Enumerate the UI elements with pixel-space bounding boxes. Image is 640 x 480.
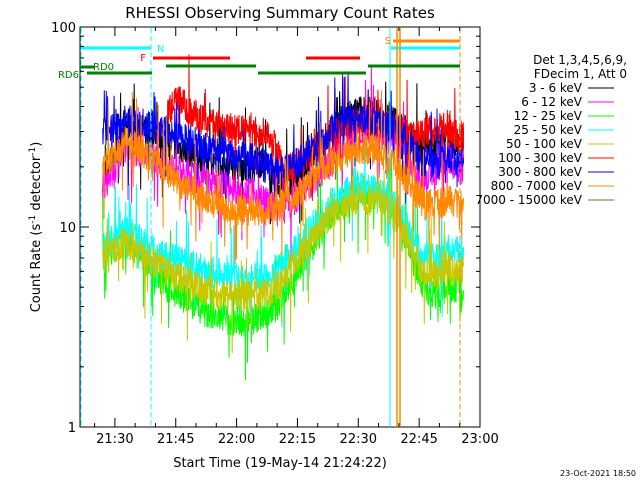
legend-label: 800 - 7000 keV [491,179,583,193]
plot-frame [79,26,481,428]
legend-label: 7000 - 15000 keV [475,193,582,207]
x-tick-label: 22:45 [400,432,437,447]
series-line-7 [102,90,465,264]
legend-label: 6 - 12 keV [521,95,583,109]
timestamp: 23-Oct-2021 18:50 [560,469,636,478]
series-line-4 [102,146,465,354]
s-label: S [385,36,391,47]
legend-label: 50 - 100 keV [506,137,583,151]
legend-header-line-2: FDecim 1, Att 0 [534,67,627,81]
y-tick-label: 100 [51,21,76,36]
x-tick-label: 21:30 [96,432,133,447]
y-tick-label: 10 [59,221,76,236]
legend-label: 3 - 6 keV [529,81,583,95]
x-tick-label: 22:30 [340,432,377,447]
chart-title: RHESSI Observing Summary Count Rates [125,4,435,22]
series-line-3 [102,134,465,327]
n-label: N [157,44,164,55]
legend-label: 25 - 50 keV [514,123,583,137]
x-tick-label: 22:00 [218,432,255,447]
y-axis-label: Count Rate (s-1 detector-1) [28,142,44,313]
x-tick-label: 23:00 [461,432,498,447]
legend-header-line-1: Det 1,3,4,5,6,9, [533,53,627,67]
x-tick-label: 21:45 [157,432,194,447]
legend-label: 12 - 25 keV [514,109,583,123]
x-axis-label: Start Time (19-May-14 21:24:22) [173,456,387,471]
rd6-label: RD6 [58,70,79,81]
f-label: F [140,53,146,64]
legend-label: 100 - 300 keV [498,151,582,165]
y-tick-label: 1 [68,421,76,436]
legend-label: 300 - 800 keV [498,165,582,179]
rd0-label: RD0 [93,62,114,73]
x-tick-label: 22:15 [279,432,316,447]
